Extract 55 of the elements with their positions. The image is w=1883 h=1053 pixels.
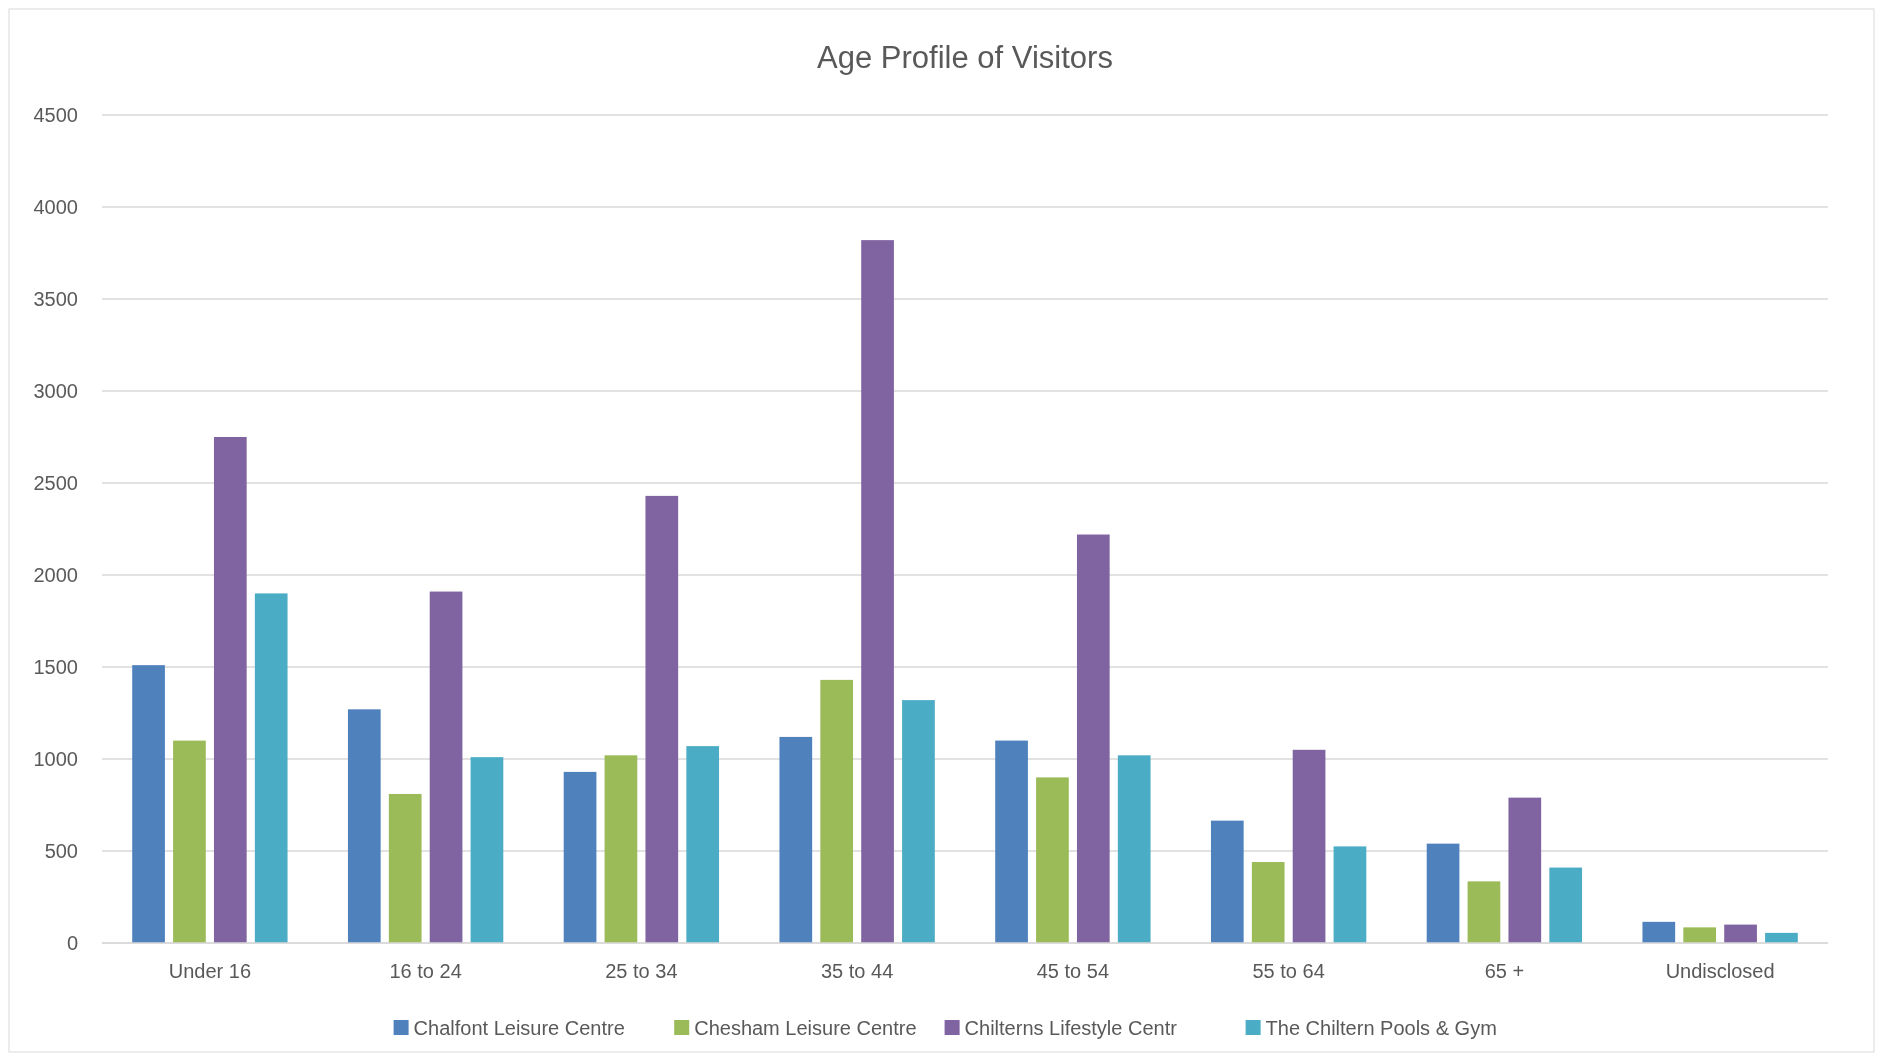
bar bbox=[1251, 862, 1285, 943]
bar bbox=[604, 755, 638, 943]
x-tick-label: 45 to 54 bbox=[1036, 960, 1110, 982]
bar bbox=[388, 793, 422, 943]
chart-title: Age Profile of Visitors bbox=[817, 40, 1113, 75]
bar bbox=[1426, 843, 1460, 943]
bar bbox=[820, 679, 854, 943]
y-tick-label: 0 bbox=[66, 932, 78, 954]
x-tick-label: 16 to 24 bbox=[389, 960, 462, 982]
bar bbox=[1765, 932, 1798, 943]
bar bbox=[173, 740, 206, 943]
bar bbox=[1724, 924, 1757, 943]
y-tick-label: 1000 bbox=[33, 748, 78, 770]
bar bbox=[1292, 749, 1326, 943]
y-tick-label: 3500 bbox=[33, 288, 78, 310]
legend-label: Chalfont Leisure Centre bbox=[413, 1017, 625, 1039]
bar bbox=[1508, 797, 1542, 943]
bar bbox=[1076, 534, 1110, 943]
bar bbox=[132, 665, 165, 943]
bar bbox=[1642, 921, 1676, 943]
x-tick-label: 35 to 44 bbox=[820, 960, 894, 982]
x-tick-label: 55 to 64 bbox=[1252, 960, 1325, 982]
x-tick-label: Under 16 bbox=[168, 960, 252, 982]
bar bbox=[861, 240, 894, 943]
bar bbox=[563, 771, 597, 943]
x-tick-label: Undisclosed bbox=[1665, 960, 1775, 982]
bar bbox=[347, 709, 381, 943]
bar bbox=[1683, 927, 1717, 943]
y-tick-label: 2000 bbox=[33, 564, 78, 586]
legend-label: Chilterns Lifestyle Centr bbox=[964, 1017, 1178, 1039]
y-tick-label: 1500 bbox=[33, 656, 78, 678]
bar bbox=[1467, 881, 1501, 943]
bar bbox=[645, 495, 679, 943]
y-tick-label: 4000 bbox=[33, 196, 78, 218]
legend-label: The Chiltern Pools & Gym bbox=[1265, 1017, 1497, 1039]
bar bbox=[254, 593, 288, 943]
legend-label: Chesham Leisure Centre bbox=[694, 1017, 917, 1039]
bar bbox=[779, 736, 813, 943]
bar bbox=[995, 740, 1028, 943]
bar bbox=[1549, 867, 1583, 943]
bar bbox=[1210, 820, 1244, 943]
y-tick-label: 2500 bbox=[33, 472, 78, 494]
x-tick-label: 25 to 34 bbox=[605, 960, 678, 982]
bar bbox=[213, 437, 247, 943]
bar bbox=[1117, 755, 1151, 943]
bar bbox=[902, 700, 935, 943]
x-tick-label: 65 + bbox=[1484, 960, 1525, 982]
bar bbox=[1036, 777, 1069, 943]
y-tick-label: 500 bbox=[44, 840, 78, 862]
bar bbox=[470, 757, 504, 943]
bar bbox=[1333, 846, 1367, 943]
y-tick-label: 4500 bbox=[33, 104, 78, 126]
bar bbox=[429, 591, 463, 943]
y-tick-label: 3000 bbox=[33, 380, 78, 402]
bar bbox=[686, 746, 720, 943]
